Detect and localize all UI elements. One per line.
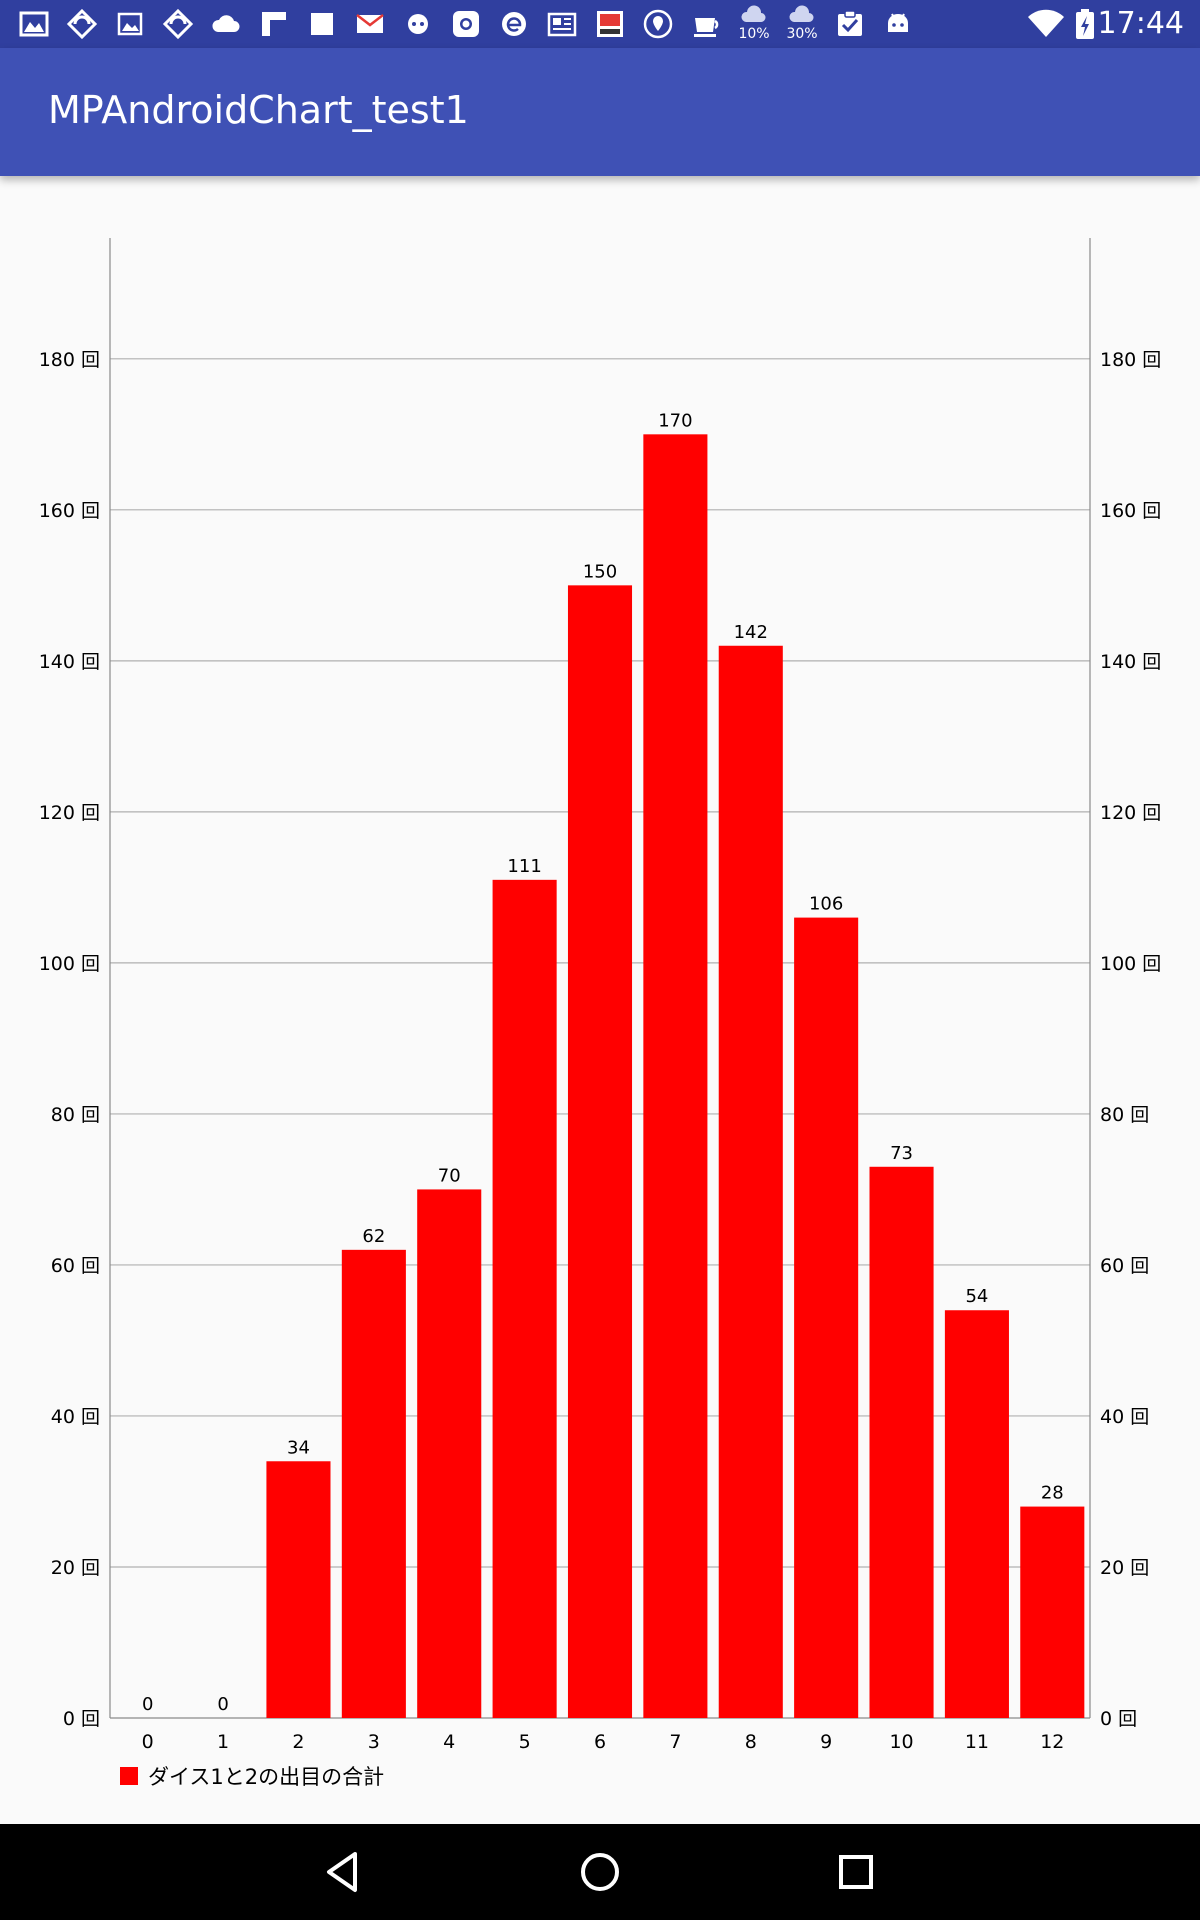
- x-tick-label: 12: [1040, 1731, 1064, 1753]
- bar-value-label: 54: [965, 1286, 988, 1307]
- battery-icon: [1076, 9, 1094, 39]
- app-icon: [597, 11, 623, 37]
- x-tick-label: 11: [965, 1731, 989, 1753]
- bar-6[interactable]: [567, 585, 633, 1718]
- y-tick-label-left: 20 回: [51, 1557, 100, 1579]
- x-tick-label: 0: [142, 1731, 154, 1753]
- sync-icon: [66, 8, 98, 40]
- flipboard-icon: [262, 12, 286, 36]
- y-tick-label-right: 160 回: [1100, 500, 1161, 522]
- status-bar: 10% 30% 17:44: [0, 0, 1200, 48]
- y-tick-label-right: 0 回: [1100, 1708, 1137, 1730]
- bar-value-label: 34: [287, 1437, 310, 1458]
- home-icon[interactable]: [572, 1844, 628, 1900]
- square-icon: [311, 13, 333, 35]
- bar-4[interactable]: [417, 1189, 482, 1718]
- image-icon: [117, 12, 143, 36]
- cloud-rain-icon: [741, 5, 766, 23]
- bar-9[interactable]: [794, 917, 859, 1718]
- bar-value-label: 111: [507, 856, 541, 877]
- bar-12[interactable]: [1020, 1506, 1085, 1718]
- gallery-icon: [19, 11, 49, 37]
- y-tick-label-left: 180 回: [39, 349, 100, 371]
- bars[interactable]: [266, 434, 1085, 1718]
- y-tick-label-left: 60 回: [51, 1255, 100, 1277]
- news-icon: [547, 12, 577, 37]
- y-tick-label-left: 140 回: [39, 651, 100, 673]
- location-icon: [643, 9, 673, 39]
- bar-value-label: 0: [142, 1694, 153, 1715]
- app-title: MPAndroidChart_test1: [48, 88, 469, 132]
- chat-icon: [408, 14, 428, 34]
- bar-2[interactable]: [266, 1461, 331, 1718]
- y-tick-label-left: 80 回: [51, 1104, 100, 1126]
- cup-icon: [694, 18, 719, 37]
- bar-value-label: 0: [217, 1694, 228, 1715]
- cloud-icon: [212, 15, 240, 32]
- camera-icon: [453, 11, 479, 37]
- bar-8[interactable]: [718, 645, 783, 1718]
- y-tick-label-right: 60 回: [1100, 1255, 1149, 1277]
- x-tick-label: 6: [594, 1731, 606, 1753]
- x-tick-label: 9: [820, 1731, 832, 1753]
- bar-10[interactable]: [869, 1166, 934, 1718]
- bar-value-label: 70: [438, 1165, 461, 1186]
- bar-value-label: 62: [362, 1226, 385, 1247]
- back-icon[interactable]: [315, 1844, 371, 1900]
- y-tick-label-left: 120 回: [39, 802, 100, 824]
- y-tick-label-right: 120 回: [1100, 802, 1161, 824]
- recents-icon[interactable]: [828, 1844, 884, 1900]
- x-tick-label: 8: [745, 1731, 757, 1753]
- bar-value-label: 170: [658, 410, 692, 431]
- y-tick-label-right: 140 回: [1100, 651, 1161, 673]
- bar-value-label: 28: [1041, 1483, 1064, 1504]
- bar-value-label: 73: [890, 1143, 913, 1164]
- y-tick-label-right: 40 回: [1100, 1406, 1149, 1428]
- bar-7[interactable]: [643, 434, 708, 1718]
- y-tick-label-right: 20 回: [1100, 1557, 1149, 1579]
- x-tick-label: 3: [368, 1731, 380, 1753]
- checklist-icon: [838, 10, 862, 36]
- legend-label: ダイス1と2の出目の合計: [148, 1765, 385, 1789]
- y-tick-label-left: 100 回: [39, 953, 100, 975]
- status-time: 17:44: [1097, 6, 1184, 41]
- android-icon: [888, 13, 908, 32]
- mail-icon: [356, 14, 384, 33]
- navigation-bar: [0, 1824, 1200, 1920]
- legend-swatch: [120, 1767, 138, 1785]
- bar-value-label: 150: [583, 561, 617, 582]
- x-tick-label: 4: [443, 1731, 455, 1753]
- bar-value-label: 142: [734, 622, 768, 643]
- bar-11[interactable]: [944, 1310, 1009, 1718]
- cloud-rain-icon: [789, 5, 814, 23]
- y-tick-label-left: 160 回: [39, 500, 100, 522]
- x-tick-label: 2: [292, 1731, 304, 1753]
- chart-legend: ダイス1と2の出目の合計: [120, 1761, 384, 1791]
- y-tick-label-right: 80 回: [1100, 1104, 1149, 1126]
- x-tick-label: 7: [669, 1731, 681, 1753]
- wifi-icon: [1028, 9, 1064, 37]
- bar-3[interactable]: [341, 1249, 406, 1718]
- bar-value-label: 106: [809, 894, 843, 915]
- weather-percent-1: 10%: [738, 26, 770, 42]
- bar-5[interactable]: [492, 879, 557, 1718]
- y-tick-label-left: 0 回: [63, 1708, 100, 1730]
- x-tick-label: 5: [519, 1731, 531, 1753]
- weather-percent-2: 30%: [786, 26, 818, 42]
- app-bar: MPAndroidChart_test1: [0, 48, 1200, 176]
- sync-icon: [162, 8, 194, 40]
- y-tick-label-left: 40 回: [51, 1406, 100, 1428]
- x-tick-label: 10: [889, 1731, 913, 1753]
- y-tick-label-right: 180 回: [1100, 349, 1161, 371]
- x-tick-label: 1: [217, 1731, 229, 1753]
- y-tick-label-right: 100 回: [1100, 953, 1161, 975]
- browser-icon: [502, 12, 526, 36]
